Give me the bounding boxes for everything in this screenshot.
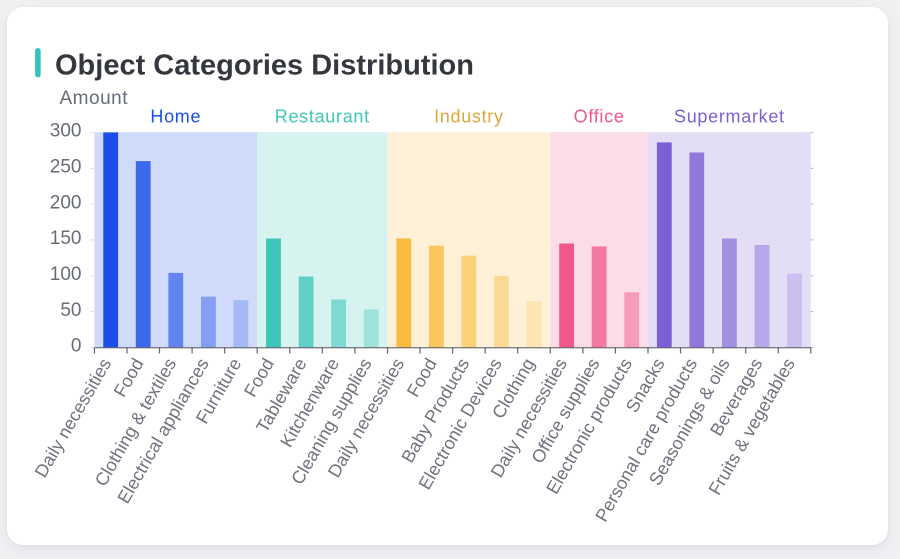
svg-text:250: 250 (50, 156, 82, 177)
svg-text:Object Categories Distribution: Object Categories Distribution (55, 50, 474, 82)
svg-text:50: 50 (60, 300, 81, 321)
svg-text:Amount: Amount (60, 88, 129, 109)
svg-text:Home: Home (150, 107, 201, 127)
svg-text:100: 100 (50, 264, 82, 285)
svg-text:200: 200 (50, 192, 82, 213)
svg-text:150: 150 (50, 228, 82, 249)
svg-text:Supermarket: Supermarket (674, 107, 785, 127)
svg-text:300: 300 (50, 121, 82, 142)
svg-text:Industry: Industry (434, 107, 504, 127)
svg-text:0: 0 (71, 336, 82, 357)
svg-text:Office: Office (574, 107, 625, 127)
svg-text:Restaurant: Restaurant (275, 107, 370, 127)
